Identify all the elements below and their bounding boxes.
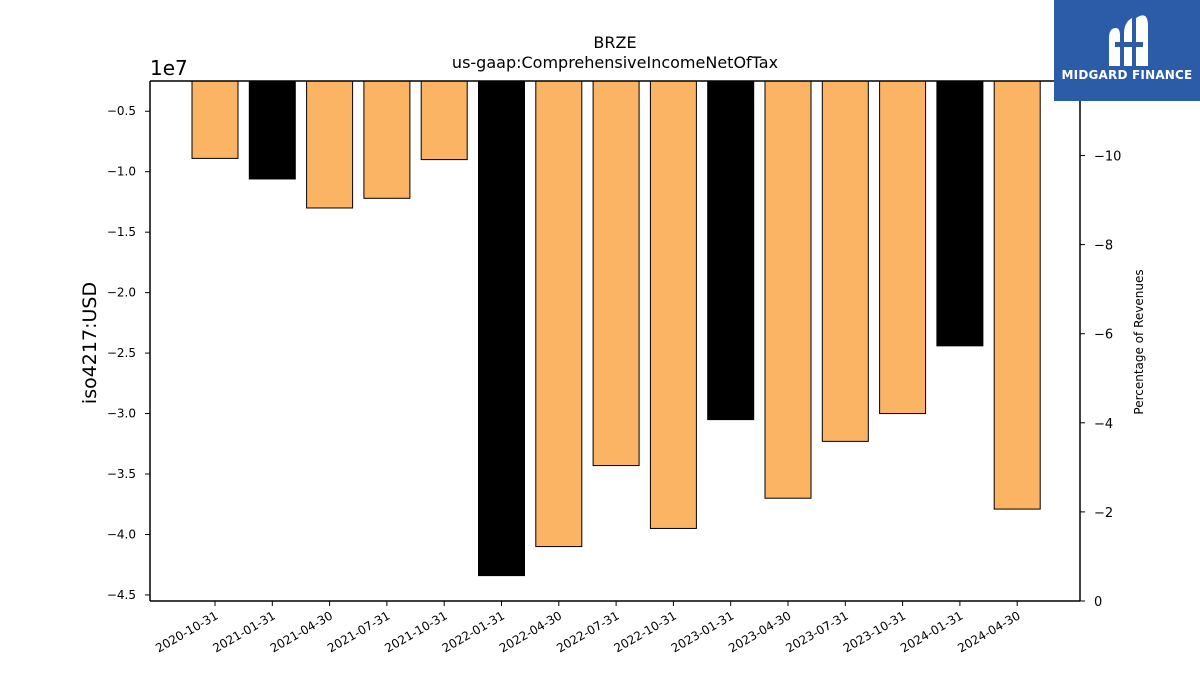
- bar-2023-10-31: [879, 80, 927, 415]
- x-tick-label: 2023-07-31: [783, 608, 850, 655]
- x-tick-label: 2023-01-31: [669, 608, 736, 655]
- x-tick-label: 2022-07-31: [554, 608, 621, 655]
- bar-2022-07-31: [592, 80, 640, 467]
- x-tick-label: 2023-04-30: [726, 608, 793, 655]
- bar-2023-04-30: [764, 80, 812, 499]
- x-tick-label: 2024-01-31: [898, 608, 965, 655]
- y-right-tick-label: −2: [1094, 506, 1113, 521]
- logo-mark-icon: [1109, 15, 1148, 67]
- y-tick-label: −0.5: [107, 104, 136, 118]
- y-tick-label: −4.0: [107, 527, 136, 541]
- bar-2022-10-31: [649, 80, 697, 529]
- bars-group: [191, 80, 1041, 577]
- x-tick-label: 2021-10-31: [382, 608, 449, 655]
- x-tick-label: 2020-10-31: [153, 608, 220, 655]
- y-tick-label: −3.5: [107, 467, 136, 481]
- bar-2020-10-31: [191, 80, 239, 159]
- bar-2021-07-31: [363, 80, 411, 199]
- bar-2024-04-30: [993, 80, 1041, 510]
- bar-2023-01-31: [707, 80, 755, 421]
- y-right-tick-label: −8: [1094, 239, 1113, 254]
- bar-2021-01-31: [248, 80, 296, 180]
- bar-2021-04-30: [306, 80, 354, 209]
- y-tick-label: −4.5: [107, 588, 136, 602]
- bar-2024-01-31: [936, 80, 984, 347]
- y-tick-label: −1.5: [107, 225, 136, 239]
- y-offset-label: 1e7: [150, 56, 188, 80]
- chart-subtitle: us-gaap:ComprehensiveIncomeNetOfTax: [452, 53, 778, 72]
- x-tick-label: 2024-04-30: [955, 608, 1022, 655]
- chart-title: BRZE: [593, 33, 636, 52]
- bar-2022-04-30: [535, 80, 583, 548]
- y-tick-label: −2.5: [107, 346, 136, 360]
- x-tick-label: 2022-04-30: [497, 608, 564, 655]
- y-right-tick-label: −6: [1094, 328, 1113, 343]
- x-tick-label: 2022-01-31: [440, 608, 507, 655]
- x-tick-label: 2021-01-31: [210, 608, 277, 655]
- y-tick-label: −1.0: [107, 165, 136, 179]
- y-right-tick-label: −4: [1094, 417, 1113, 432]
- y-tick-label: −2.0: [107, 286, 136, 300]
- bar-2021-10-31: [420, 80, 468, 161]
- y-tick-label: −3.0: [107, 407, 136, 421]
- y-axis-right-label: Percentage of Revenues: [1132, 269, 1146, 414]
- logo-text: MIDGARD FINANCE: [1061, 68, 1193, 82]
- bar-2023-07-31: [821, 80, 869, 442]
- x-tick-label: 2021-04-30: [268, 608, 335, 655]
- x-tick-label: 2022-10-31: [611, 608, 678, 655]
- x-tick-label: 2023-10-31: [841, 608, 908, 655]
- x-tick-label: 2021-07-31: [325, 608, 392, 655]
- y-axis-label: iso4217:USD: [79, 282, 101, 404]
- y-right-tick-label: 0: [1094, 595, 1102, 610]
- brand-logo: MIDGARD FINANCE: [1054, 0, 1200, 101]
- bar-2022-01-31: [478, 80, 525, 577]
- y-right-tick-label: −10: [1094, 150, 1121, 165]
